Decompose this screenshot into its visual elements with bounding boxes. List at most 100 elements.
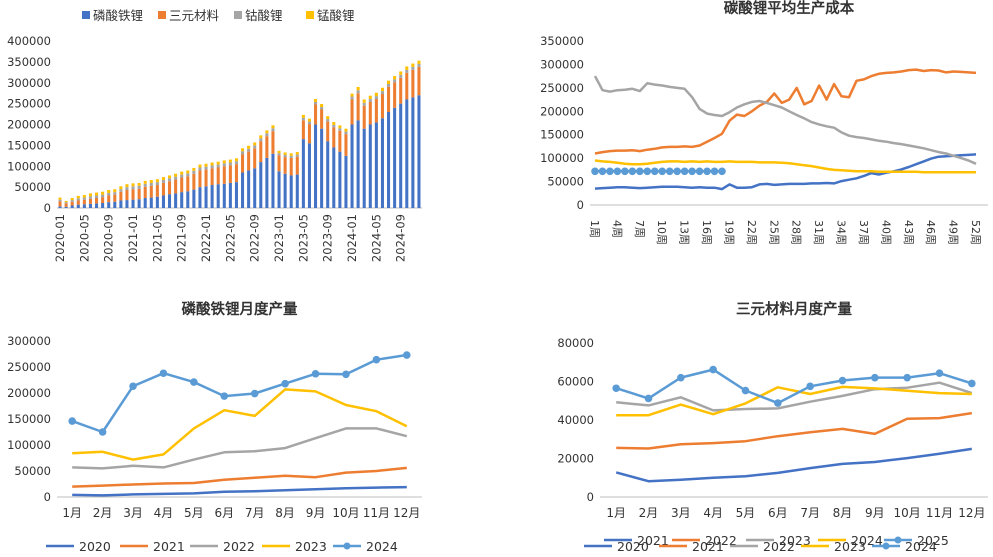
- c1-xtick-label: 16周: [700, 220, 713, 245]
- c0-bar-segment: [295, 174, 299, 208]
- c0-bar-segment: [265, 136, 269, 158]
- c0-bar-segment: [241, 148, 245, 152]
- c3-series-line-2021: [616, 411, 972, 450]
- c1-data-point: [628, 167, 637, 176]
- c0-legend-swatch: [306, 11, 314, 19]
- c0-bar-segment: [198, 170, 202, 188]
- c0-bar-segment: [228, 182, 232, 208]
- c0-legend-label: 三元材料: [169, 8, 220, 23]
- c0-bar-segment: [58, 199, 62, 202]
- c0-bar-segment: [289, 175, 293, 208]
- c1-data-point: [613, 167, 622, 176]
- c3-xtick-label: 11月: [926, 506, 953, 520]
- c0-bar-segment: [314, 101, 318, 105]
- c0-legend-swatch: [234, 11, 242, 19]
- c0-bar-segment: [174, 179, 178, 194]
- c0-bar-segment: [247, 148, 251, 152]
- c0-bar-segment: [362, 99, 366, 103]
- c0-bar-segment: [192, 170, 196, 174]
- c0-ytick-label: 0: [44, 201, 51, 215]
- c0-bar-segment: [131, 186, 135, 190]
- c0-bar-segment: [283, 173, 287, 208]
- c0-bar-segment: [192, 167, 196, 171]
- c1-xtick-label: 37周: [857, 220, 870, 245]
- c3-ytick-label: 20000: [557, 452, 594, 466]
- c0-bar-segment: [234, 161, 238, 165]
- c0-bar-segment: [338, 130, 342, 152]
- c0-bar-segment: [314, 99, 318, 102]
- c0-bar-segment: [82, 195, 86, 198]
- c0-bar-segment: [204, 163, 208, 167]
- c1-ytick-label: 50000: [547, 175, 584, 189]
- c1-chart-title: 碳酸锂平均生产成本: [724, 0, 855, 17]
- c0-bar-segment: [58, 197, 62, 200]
- c0-bar-segment: [399, 74, 403, 78]
- c0-bar-segment: [210, 185, 214, 208]
- c1-xtick-label: 7周: [633, 220, 646, 238]
- c0-bar-segment: [198, 187, 202, 208]
- c1-legend-label: 2024: [851, 533, 883, 548]
- c2-xtick-label: 11月: [363, 506, 390, 520]
- c3-xtick-label: 1月: [606, 506, 626, 520]
- c1-data-point: [673, 167, 681, 176]
- c0-bar-segment: [204, 186, 208, 208]
- c0-bar-segment: [393, 76, 397, 80]
- c0-bar-segment: [137, 199, 141, 208]
- c3-legend-label: 2024: [905, 539, 937, 554]
- c0-bar-segment: [186, 191, 190, 208]
- c2-xtick-label: 10月: [332, 506, 359, 520]
- c0-bar-segment: [180, 174, 184, 178]
- c2-data-point: [68, 417, 77, 425]
- c3-data-point: [903, 373, 911, 382]
- c3-xtick-label: 3月: [671, 506, 691, 520]
- c0-bar-segment: [399, 77, 403, 104]
- c0-bar-segment: [350, 96, 354, 100]
- c2-legend-label: 2021: [153, 539, 185, 554]
- c0-bar-segment: [393, 79, 397, 83]
- c2-data-point: [129, 382, 137, 391]
- c0-bar-segment: [107, 192, 111, 196]
- c0-bar-segment: [95, 203, 99, 208]
- c1-data-point: [688, 167, 696, 176]
- c0-bar-segment: [320, 128, 324, 208]
- c1-xtick-label: 19周: [722, 220, 735, 245]
- c0-bar-segment: [101, 202, 105, 208]
- c0-bar-segment: [131, 189, 135, 200]
- c1-series-line-2022: [594, 68, 977, 155]
- c0-bar-segment: [168, 181, 172, 195]
- c0-bar-segment: [307, 118, 311, 122]
- c0-bar-segment: [289, 157, 293, 176]
- c2-data-point: [311, 369, 320, 378]
- c1-legend-label: 2021: [637, 533, 669, 548]
- c0-bar-segment: [180, 177, 184, 193]
- c0-bar-segment: [155, 196, 159, 208]
- c0-bar-segment: [234, 158, 238, 162]
- c0-bar-segment: [247, 170, 251, 208]
- c1-xtick-label: 49周: [947, 220, 960, 245]
- c0-bar-segment: [344, 131, 348, 135]
- c0-bar-segment: [161, 182, 165, 196]
- c0-bar-segment: [210, 168, 214, 186]
- c3-legend-label: 2021: [692, 539, 724, 554]
- c0-bar-segment: [253, 142, 257, 146]
- c0-bar-segment: [119, 189, 123, 192]
- c1-xtick-label: 46周: [924, 220, 937, 245]
- c2-ytick-label: 100000: [7, 438, 51, 452]
- c0-bar-segment: [295, 156, 299, 175]
- c0-ytick-label: 400000: [7, 34, 51, 48]
- c0-bar-segment: [137, 182, 141, 186]
- c0-bar-segment: [168, 194, 172, 208]
- c1-xtick-label: 40周: [879, 220, 892, 245]
- c0-bar-segment: [374, 99, 378, 123]
- c0-bar-segment: [180, 171, 184, 175]
- c0-bar-segment: [368, 95, 372, 100]
- c0-bar-segment: [64, 206, 68, 208]
- c1-data-point: [598, 167, 607, 176]
- c0-bar-segment: [356, 86, 360, 91]
- c0-bar-segment: [107, 195, 111, 203]
- c0-legend-label: 磷酸铁锂: [93, 8, 143, 23]
- c1-data-point: [650, 167, 659, 176]
- c0-bar-segment: [314, 104, 318, 125]
- c0-bar-segment: [241, 154, 245, 173]
- c0-bar-segment: [198, 164, 202, 168]
